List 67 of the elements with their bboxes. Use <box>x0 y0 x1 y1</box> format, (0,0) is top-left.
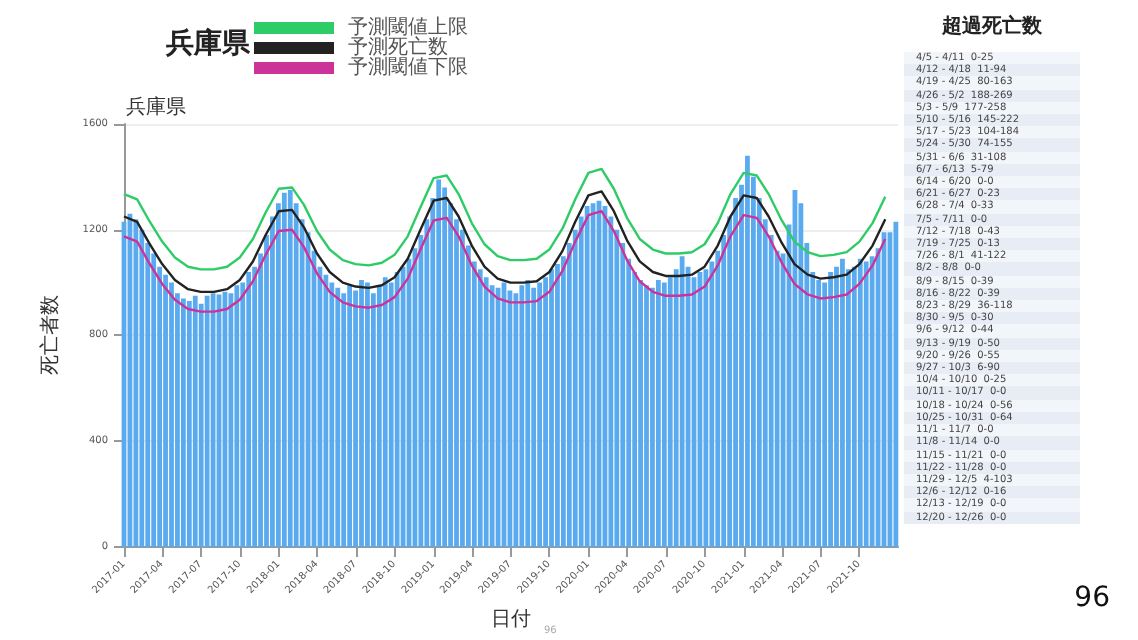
bar <box>287 190 293 547</box>
bar <box>816 279 822 547</box>
bar <box>549 269 554 547</box>
bar <box>745 155 750 547</box>
bar <box>246 272 252 547</box>
bar <box>204 295 210 547</box>
bar <box>584 205 590 547</box>
bar <box>169 282 174 547</box>
chart-title: 兵庫県 <box>164 26 252 60</box>
bar <box>163 274 168 547</box>
bar <box>679 256 685 547</box>
line-series <box>122 210 887 313</box>
bar <box>525 279 531 547</box>
bar <box>234 285 240 547</box>
bar <box>323 274 329 547</box>
bar <box>519 285 525 547</box>
legend-label: 予測閾値下限 <box>348 55 468 79</box>
bar <box>840 258 845 547</box>
bar <box>555 264 560 547</box>
text: 96 <box>1074 582 1111 614</box>
bar <box>531 287 537 547</box>
bar <box>650 287 655 547</box>
bar <box>703 269 709 547</box>
line-series <box>122 190 887 294</box>
bar <box>644 285 649 547</box>
bar <box>828 272 833 547</box>
bar <box>436 179 442 547</box>
bar <box>834 266 839 547</box>
bar <box>376 285 382 547</box>
legend-label: 予測閾値上限 <box>348 15 468 39</box>
bar <box>638 279 643 547</box>
text: 超過死亡数 <box>940 12 1044 40</box>
bar <box>661 282 667 547</box>
bar <box>893 221 899 547</box>
bar <box>359 279 364 547</box>
bar <box>851 266 857 547</box>
bar <box>186 301 192 547</box>
bar <box>857 258 863 547</box>
bar <box>655 279 661 547</box>
bar <box>365 282 370 547</box>
bar <box>329 282 335 547</box>
bar <box>180 298 186 547</box>
bar <box>489 285 495 547</box>
bar <box>869 256 875 547</box>
legend-label: 予測死亡数 <box>348 35 448 59</box>
bar <box>192 295 198 547</box>
bar <box>537 282 543 547</box>
bar <box>228 293 234 547</box>
x-axis-title: 日付 <box>491 609 531 631</box>
chart-subtitle: 兵庫県 <box>126 95 186 119</box>
y-axis-title: 死亡者数 <box>37 295 62 376</box>
bar <box>543 277 548 547</box>
line-series <box>122 167 887 271</box>
bar <box>513 293 519 547</box>
bar <box>382 277 388 547</box>
bar <box>483 277 489 547</box>
bar <box>863 261 869 547</box>
bar <box>477 269 483 547</box>
bar <box>335 287 341 547</box>
bar <box>341 293 347 547</box>
bar <box>347 285 353 547</box>
bar <box>394 272 400 547</box>
bar <box>198 303 204 547</box>
bar <box>133 219 139 547</box>
bar <box>667 277 673 547</box>
bar <box>442 187 448 547</box>
bar <box>281 192 287 547</box>
